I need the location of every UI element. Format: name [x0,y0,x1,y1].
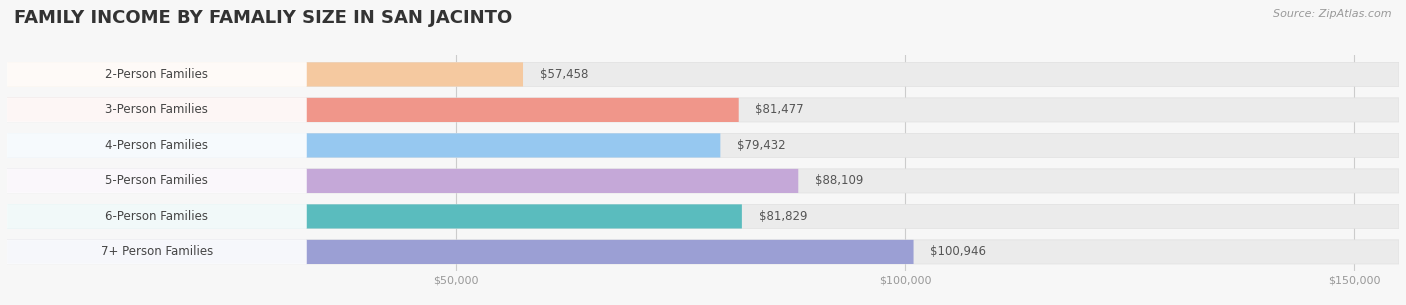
Text: 6-Person Families: 6-Person Families [105,210,208,223]
Text: $79,432: $79,432 [737,139,786,152]
FancyBboxPatch shape [7,62,1399,87]
FancyBboxPatch shape [7,204,307,228]
Text: $88,109: $88,109 [815,174,863,188]
Text: 2-Person Families: 2-Person Families [105,68,208,81]
FancyBboxPatch shape [7,133,720,157]
FancyBboxPatch shape [7,133,1399,157]
Text: $100,946: $100,946 [931,246,986,258]
FancyBboxPatch shape [7,169,799,193]
FancyBboxPatch shape [7,169,307,193]
Text: FAMILY INCOME BY FAMALIY SIZE IN SAN JACINTO: FAMILY INCOME BY FAMALIY SIZE IN SAN JAC… [14,9,512,27]
FancyBboxPatch shape [7,204,742,228]
Text: 7+ Person Families: 7+ Person Families [101,246,212,258]
Text: 5-Person Families: 5-Person Families [105,174,208,188]
FancyBboxPatch shape [7,204,1399,228]
FancyBboxPatch shape [7,240,914,264]
FancyBboxPatch shape [7,62,523,87]
Text: $81,477: $81,477 [755,103,804,117]
Text: Source: ZipAtlas.com: Source: ZipAtlas.com [1274,9,1392,19]
FancyBboxPatch shape [7,169,1399,193]
Text: 3-Person Families: 3-Person Families [105,103,208,117]
Text: 4-Person Families: 4-Person Families [105,139,208,152]
FancyBboxPatch shape [7,133,307,157]
FancyBboxPatch shape [7,240,1399,264]
FancyBboxPatch shape [7,98,738,122]
FancyBboxPatch shape [7,240,307,264]
FancyBboxPatch shape [7,62,307,87]
FancyBboxPatch shape [7,98,307,122]
Text: $81,829: $81,829 [759,210,807,223]
FancyBboxPatch shape [7,98,1399,122]
Text: $57,458: $57,458 [540,68,588,81]
